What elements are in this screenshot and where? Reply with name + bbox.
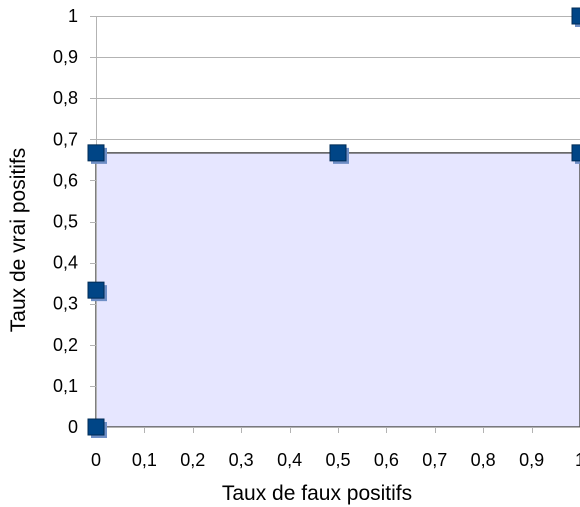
- data-point-marker: [571, 144, 580, 162]
- data-point: [571, 144, 580, 164]
- data-point-marker: [87, 144, 105, 162]
- y-tick-label: 0,5: [53, 212, 78, 232]
- roc-area: [95, 152, 580, 428]
- data-point-marker: [87, 281, 105, 299]
- data-point: [329, 144, 349, 164]
- x-tick-label: 0,4: [277, 450, 302, 470]
- data-points: [87, 7, 580, 438]
- y-tick-label: 0,6: [53, 170, 78, 190]
- y-tick-label: 0,8: [53, 88, 78, 108]
- data-point-marker: [571, 7, 580, 25]
- data-point: [571, 7, 580, 27]
- x-axis-label: Taux de faux positifs: [222, 482, 412, 505]
- y-tick-label: 0,3: [53, 294, 78, 314]
- x-tick-label: 0,6: [374, 450, 399, 470]
- data-point: [87, 418, 107, 438]
- y-tick-label: 0,4: [53, 253, 78, 273]
- y-tick-label: 0,7: [53, 129, 78, 149]
- x-tick-label: 0,8: [471, 450, 496, 470]
- x-tick-label: 0,9: [519, 450, 544, 470]
- data-point: [87, 281, 107, 302]
- axes: [90, 16, 580, 433]
- x-tick-labels: 0 0,1 0,2 0,3 0,4 0,5 0,6 0,7 0,8 0,9 1: [91, 427, 580, 470]
- x-tick-label: 0,2: [180, 450, 205, 470]
- x-tick-label: 0,7: [422, 450, 447, 470]
- y-tick-label: 0,1: [53, 376, 78, 396]
- roc-area-fill: [95, 152, 580, 428]
- data-point-marker: [329, 144, 347, 162]
- y-tick-label: 0: [68, 417, 78, 437]
- x-tick-label: 0: [91, 450, 101, 470]
- y-axis-label: Taux de vrai positifs: [7, 148, 30, 332]
- x-tick-label: 0,5: [325, 450, 350, 470]
- data-point: [87, 144, 107, 164]
- y-tick-label: 1: [68, 6, 78, 26]
- y-tick-label: 0,9: [53, 47, 78, 67]
- x-tick-label: 1: [575, 450, 580, 470]
- y-tick-labels: 0 0,1 0,2 0,3 0,4 0,5 0,6 0,7 0,8 0,9 1: [53, 6, 96, 437]
- y-tick-label: 0,2: [53, 335, 78, 355]
- data-point-marker: [87, 418, 105, 436]
- x-tick-label: 0,1: [132, 450, 157, 470]
- x-tick-label: 0,3: [229, 450, 254, 470]
